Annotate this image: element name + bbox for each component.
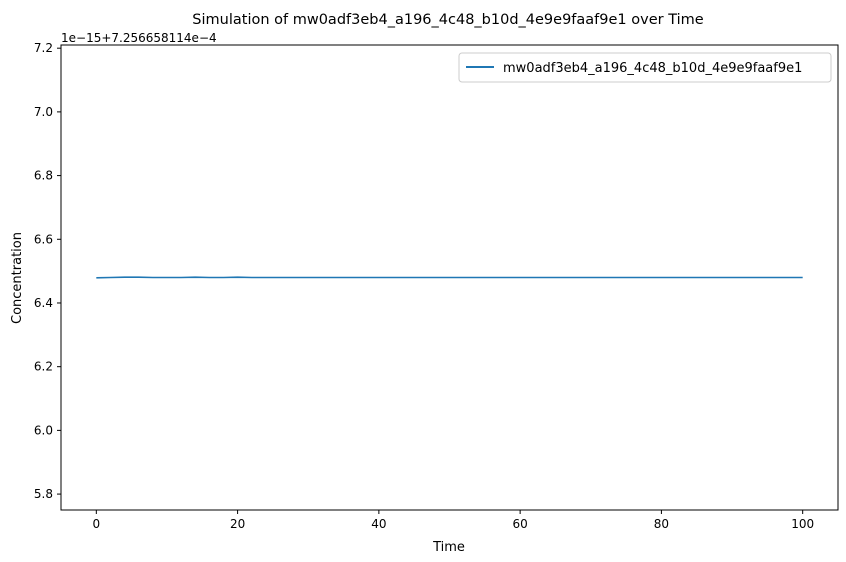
- x-tick-label: 0: [92, 517, 100, 531]
- x-tick-label: 20: [230, 517, 245, 531]
- y-tick-label: 6.0: [34, 423, 53, 437]
- x-axis-ticks: 0 20 40 60 80 100: [92, 510, 814, 531]
- y-axis-label: Concentration: [10, 232, 25, 324]
- y-tick-label: 6.2: [34, 360, 53, 374]
- y-tick-label: 6.4: [34, 296, 53, 310]
- y-tick-label: 6.6: [34, 232, 53, 246]
- legend: mw0adf3eb4_a196_4c48_b10d_4e9e9faaf9e1: [458, 52, 832, 83]
- x-tick-label: 60: [512, 517, 527, 531]
- y-tick-label: 6.8: [34, 169, 53, 183]
- legend-entry-label: mw0adf3eb4_a196_4c48_b10d_4e9e9faaf9e1: [503, 61, 802, 76]
- x-tick-label: 100: [791, 517, 814, 531]
- chart-title: Simulation of mw0adf3eb4_a196_4c48_b10d_…: [192, 12, 703, 28]
- series-lines: [96, 276, 803, 279]
- x-tick-label: 80: [654, 517, 669, 531]
- y-tick-label: 7.0: [34, 105, 53, 119]
- y-tick-label: 7.2: [34, 41, 53, 55]
- legend-box: [458, 52, 832, 83]
- x-tick-label: 40: [371, 517, 386, 531]
- y-axis-ticks: 5.8 6.0 6.2 6.4 6.6 6.8 7.0 7.2: [34, 41, 61, 501]
- series-line-0: [96, 276, 803, 279]
- y-offset-label: 1e−15+7.256658114e−4: [61, 31, 217, 45]
- x-axis-label: Time: [432, 540, 465, 555]
- y-tick-label: 5.8: [34, 487, 53, 501]
